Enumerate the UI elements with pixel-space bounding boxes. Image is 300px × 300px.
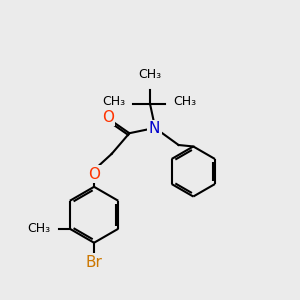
Text: O: O [88, 167, 100, 182]
Text: CH₃: CH₃ [28, 222, 51, 235]
Text: N: N [149, 121, 160, 136]
Text: O: O [102, 110, 114, 124]
Text: CH₃: CH₃ [102, 95, 126, 108]
Text: CH₃: CH₃ [173, 95, 196, 108]
Text: CH₃: CH₃ [138, 68, 162, 81]
Text: Br: Br [85, 254, 103, 269]
